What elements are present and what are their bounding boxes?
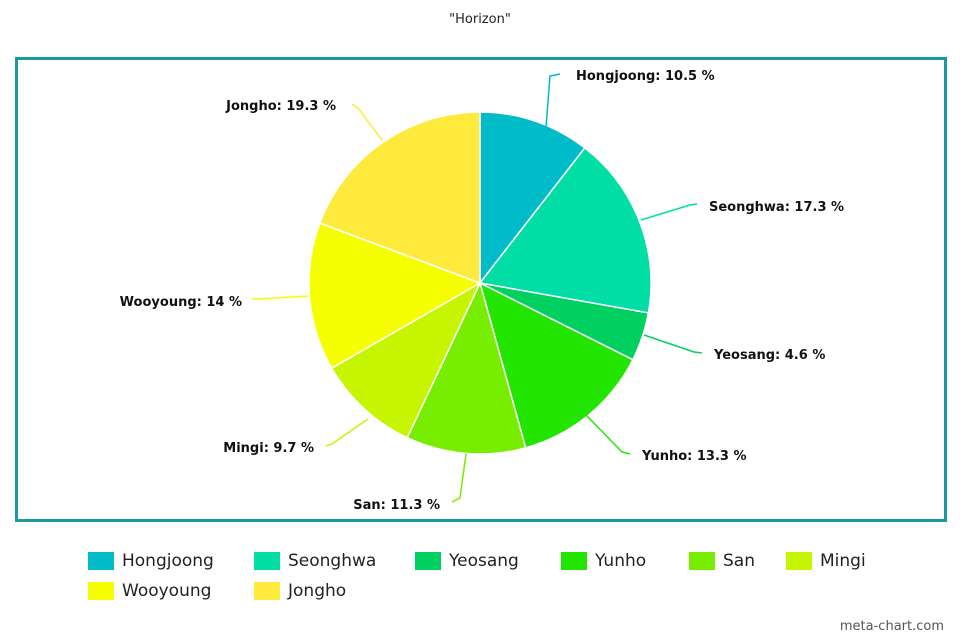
legend-item-seonghwa: Seonghwa [254, 551, 415, 571]
legend-item-jongho: Jongho [254, 581, 415, 601]
credit-text: meta-chart.com [839, 619, 944, 634]
legend-label: Yeosang [449, 551, 519, 571]
pie-slices [308, 111, 652, 455]
plot-frame [15, 57, 947, 522]
legend-label: San [723, 551, 755, 571]
legend-item-hongjoong: Hongjoong [88, 551, 254, 571]
leader-line-wooyoung [252, 295, 310, 300]
pie-slice-yunho [478, 281, 634, 449]
legend-label: Mingi [820, 551, 866, 571]
leader-lines [252, 73, 703, 503]
chart-title: "Horizon" [449, 12, 511, 27]
legend-item-san: San [689, 551, 786, 571]
legend-swatch [561, 552, 587, 570]
pie-slice-wooyoung [308, 222, 482, 370]
pie-slice-seonghwa [478, 146, 652, 314]
legend-swatch [88, 582, 114, 600]
leader-line-san [451, 453, 467, 503]
slice-label-san: San: 11.3 % [353, 498, 440, 513]
legend-label: Hongjoong [122, 551, 214, 571]
legend-label: Seonghwa [288, 551, 377, 571]
legend-label: Wooyoung [122, 581, 212, 601]
slice-labels: Hongjoong: 10.5 % Seonghwa: 17.3 % Yeosang… [120, 69, 844, 513]
legend: Hongjoong Seonghwa Yeosang Yunho San Mingi Wo… [88, 546, 908, 606]
leader-line-yunho [585, 414, 631, 455]
leader-line-yeosang [643, 334, 703, 354]
leader-line-hongjoong [544, 73, 561, 141]
legend-label: Jongho [288, 581, 347, 601]
slice-label-mingi: Mingi: 9.7 % [223, 441, 314, 456]
legend-row: Hongjoong Seonghwa Yeosang Yunho San Mingi [88, 546, 908, 576]
leader-line-jongho [351, 103, 383, 141]
legend-swatch [88, 552, 114, 570]
slice-label-hongjoong: Hongjoong: 10.5 % [576, 69, 715, 84]
legend-item-mingi: Mingi [786, 551, 886, 571]
slice-label-jongho: Jongho: 19.3 % [225, 99, 336, 114]
pie-slice-mingi [330, 281, 482, 439]
legend-swatch [254, 582, 280, 600]
legend-swatch [786, 552, 812, 570]
leader-line-mingi [325, 418, 369, 447]
legend-item-yunho: Yunho [561, 551, 689, 571]
legend-swatch [415, 552, 441, 570]
pie-slice-jongho [318, 111, 481, 285]
legend-label: Yunho [595, 551, 647, 571]
legend-row: Wooyoung Jongho [88, 576, 908, 606]
legend-item-wooyoung: Wooyoung [88, 581, 254, 601]
slice-label-wooyoung: Wooyoung: 14 % [120, 295, 242, 310]
pie-slice-san [406, 280, 527, 455]
legend-swatch [689, 552, 715, 570]
pie-slice-hongjoong [479, 111, 586, 286]
slice-label-yeosang: Yeosang: 4.6 % [713, 348, 825, 363]
slice-label-yunho: Yunho: 13.3 % [641, 449, 747, 464]
legend-item-yeosang: Yeosang [415, 551, 561, 571]
legend-swatch [254, 552, 280, 570]
leader-line-seonghwa [640, 203, 698, 221]
slice-label-seonghwa: Seonghwa: 17.3 % [709, 200, 844, 215]
